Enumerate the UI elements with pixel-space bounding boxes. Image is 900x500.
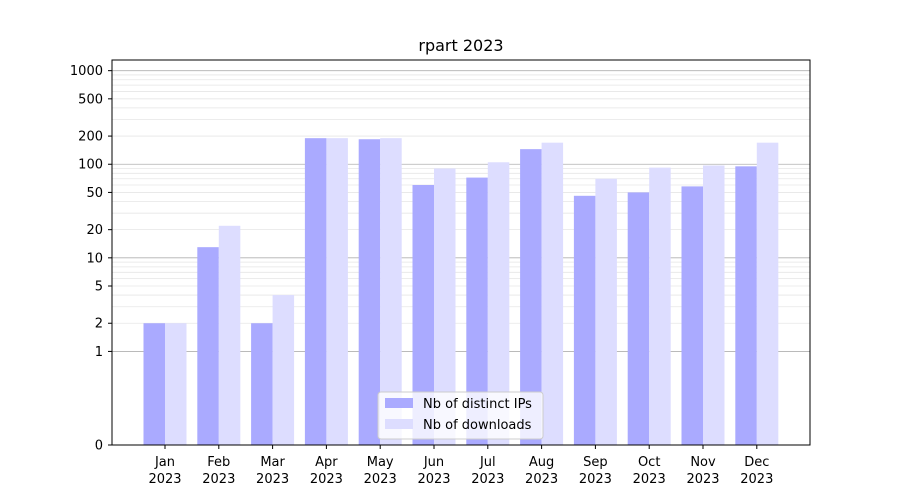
x-axis: Jan 2023 Feb 2023 Mar 2023 Apr 2023 May 2023 Jun 20… <box>148 445 773 487</box>
bar-distinct-ips <box>143 323 165 445</box>
bar-distinct-ips <box>251 323 273 445</box>
bar-downloads <box>541 142 564 445</box>
y-tick-label: 100 <box>78 158 103 173</box>
x-tick-label-month: Feb <box>207 455 230 470</box>
bar-distinct-ips <box>735 166 757 445</box>
bar-distinct-ips <box>412 185 434 445</box>
x-tick-label-month: Jan <box>154 455 175 470</box>
x-tick-label-year: 2023 <box>256 472 289 487</box>
bar-downloads <box>380 138 402 446</box>
y-tick-label: 1000 <box>70 64 103 79</box>
y-tick-label: 2 <box>95 317 103 332</box>
bar-distinct-ips <box>304 138 327 446</box>
x-tick-label-month: Sep <box>583 455 608 470</box>
x-tick-label-year: 2023 <box>364 472 397 487</box>
y-tick-label: 0 <box>95 439 103 454</box>
x-tick-label-year: 2023 <box>740 472 773 487</box>
legend-label: Nb of distinct IPs <box>423 397 532 412</box>
x-tick-label-year: 2023 <box>310 472 343 487</box>
bar-distinct-ips <box>681 186 703 445</box>
bar-downloads <box>703 165 725 446</box>
x-tick-label-year: 2023 <box>686 472 719 487</box>
x-tick-label-year: 2023 <box>471 472 504 487</box>
x-tick-label-year: 2023 <box>417 472 450 487</box>
y-tick-label: 50 <box>86 186 103 201</box>
y-tick-label: 500 <box>78 92 103 107</box>
x-tick-label-year: 2023 <box>525 472 558 487</box>
bar-downloads <box>487 162 510 446</box>
y-tick-label: 20 <box>86 223 103 238</box>
legend-box <box>377 391 544 440</box>
bar-distinct-ips <box>520 149 542 445</box>
bar-downloads <box>218 225 241 445</box>
y-axis: 0 1 2 5 10 20 50 100 200 500 1000 <box>70 64 112 454</box>
x-tick-label-month: May <box>367 455 394 470</box>
plot-frame <box>111 59 811 446</box>
legend: Nb of distinct IPs Nb of downloads <box>377 391 544 440</box>
x-tick-label-year: 2023 <box>633 472 666 487</box>
y-tick-label: 5 <box>95 280 103 295</box>
bar-distinct-ips <box>573 195 596 445</box>
bar-downloads <box>649 167 671 445</box>
x-tick-label-month: Dec <box>744 455 769 470</box>
bar-downloads <box>756 142 779 445</box>
x-tick-label-year: 2023 <box>579 472 612 487</box>
bar-distinct-ips <box>197 247 219 445</box>
y-tick-label: 10 <box>86 251 103 266</box>
bars <box>143 138 779 446</box>
bar-distinct-ips <box>358 139 381 445</box>
x-tick-label-month: Mar <box>260 455 285 470</box>
x-tick-label-year: 2023 <box>202 472 235 487</box>
legend-swatch <box>385 419 413 429</box>
x-tick-label-month: Oct <box>638 455 660 470</box>
x-tick-label-month: Nov <box>690 455 716 470</box>
legend-label: Nb of downloads <box>423 418 532 433</box>
bar-downloads <box>595 178 617 446</box>
chart-title: rpart 2023 <box>418 36 503 55</box>
bar-downloads <box>272 295 295 445</box>
bar-downloads <box>434 168 456 445</box>
x-tick-label-month: Aug <box>529 455 554 470</box>
y-tick-label: 1 <box>95 345 103 360</box>
x-tick-label-month: Apr <box>315 455 338 470</box>
legend-swatch <box>385 398 413 408</box>
x-tick-label-month: Jun <box>423 455 444 470</box>
bar-downloads <box>326 138 348 446</box>
x-tick-label-month: Jul <box>479 455 496 470</box>
bar-distinct-ips <box>466 177 488 446</box>
x-tick-label-year: 2023 <box>148 472 181 487</box>
y-tick-label: 200 <box>78 130 103 145</box>
bar-distinct-ips <box>627 192 650 445</box>
bar-downloads <box>165 323 187 445</box>
